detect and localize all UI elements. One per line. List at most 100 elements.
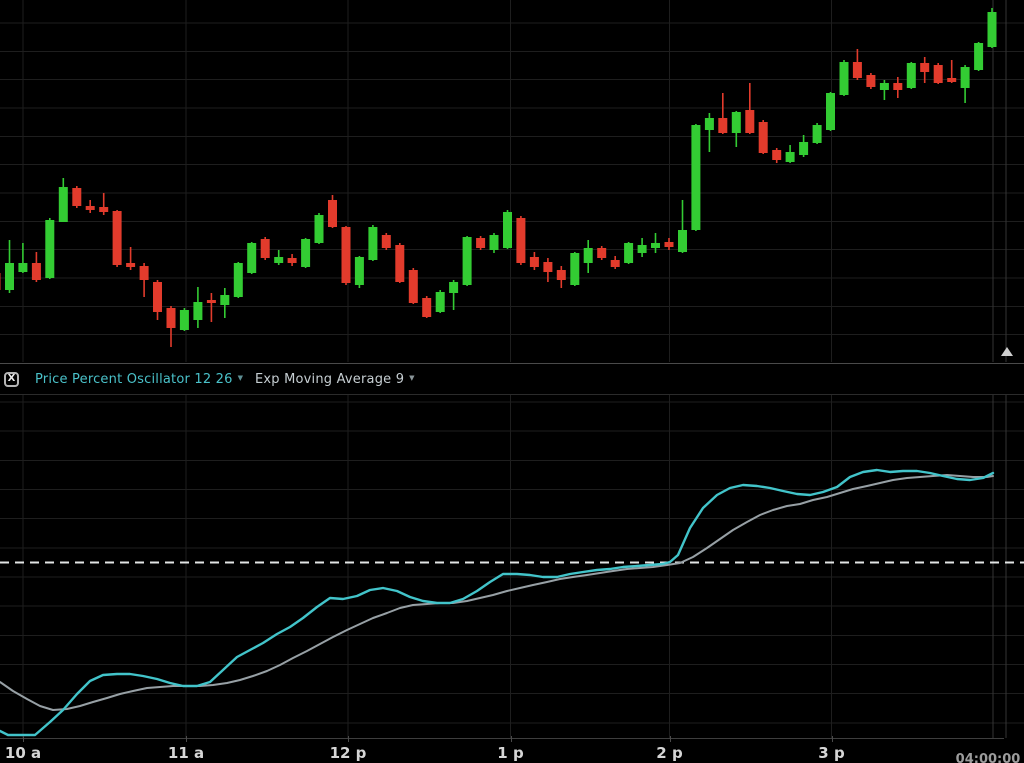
candle-body: [408, 270, 418, 303]
candle-body: [99, 207, 109, 212]
time-axis-tick: [186, 736, 187, 742]
candle-body: [341, 227, 351, 283]
candle-body: [422, 298, 432, 317]
candle-body: [85, 206, 95, 210]
candle-body: [879, 83, 889, 90]
close-indicator-button[interactable]: X: [4, 371, 19, 387]
chevron-down-icon[interactable]: ▼: [237, 374, 243, 382]
panel-resize-arrow-icon[interactable]: [1001, 347, 1013, 356]
candle-body: [112, 211, 122, 265]
candle-body: [193, 302, 203, 320]
candle-body: [745, 110, 755, 133]
candle-body: [664, 242, 674, 247]
candle-body: [678, 230, 687, 252]
candle-body: [933, 65, 943, 83]
ema-indicator-label[interactable]: Exp Moving Average 9: [254, 371, 405, 387]
candle-body: [233, 263, 243, 297]
time-axis-label: 1 p: [497, 744, 524, 762]
candle-body: [866, 75, 876, 87]
candle-body: [435, 292, 445, 312]
candle-body: [126, 263, 136, 267]
candle-body: [960, 67, 970, 88]
time-axis: 04:00:00 10 a 11 a 12 p 1 p 2 p 3 p: [0, 736, 1024, 763]
oscillator-chart-canvas[interactable]: [0, 395, 1024, 738]
signal-line: [0, 474, 994, 711]
price-chart-canvas[interactable]: [0, 0, 1024, 362]
time-axis-label: 10 a: [4, 744, 42, 762]
ppo-line: [0, 468, 995, 737]
candle-body: [206, 300, 216, 303]
time-axis-label: 11 a: [167, 744, 205, 762]
candle-body: [179, 310, 189, 330]
candle-body: [58, 187, 68, 222]
candle-body: [301, 239, 311, 267]
candle-body: [624, 243, 634, 263]
candle-body: [852, 62, 862, 78]
time-axis-edge-label: 04:00:00: [955, 752, 1021, 763]
time-axis-tick: [348, 736, 349, 742]
candle-body: [489, 235, 499, 250]
candle-body: [45, 220, 55, 278]
candle-body: [287, 258, 297, 263]
candle-body: [368, 227, 378, 260]
ppo-indicator-label[interactable]: Price Percent Oscillator 12 26: [35, 371, 233, 387]
candle-body: [758, 122, 768, 153]
candle-body: [381, 235, 391, 248]
time-axis-label: 12 p: [329, 744, 367, 762]
candle-body: [354, 257, 364, 285]
candle-body: [18, 263, 28, 272]
candle-body: [651, 243, 660, 248]
time-axis-tick: [669, 736, 671, 742]
time-axis-tick: [831, 736, 833, 742]
candle-body: [543, 262, 553, 272]
candle-body: [220, 295, 230, 305]
chevron-down-icon[interactable]: ▼: [409, 374, 415, 382]
candle-body: [637, 245, 647, 253]
candle-body: [799, 142, 809, 155]
candle-body: [718, 118, 728, 133]
candle-body: [772, 150, 782, 160]
candle-body: [31, 263, 41, 280]
panel-separator[interactable]: [0, 363, 1024, 364]
candle-body: [529, 257, 539, 267]
candle-body: [516, 218, 526, 263]
candle-body: [449, 282, 459, 293]
time-axis-label: 2 p: [656, 744, 683, 762]
time-axis-tick: [510, 736, 512, 742]
candle-body: [72, 188, 82, 206]
candle-body: [166, 308, 176, 328]
candle-body: [691, 125, 701, 230]
candle-body: [906, 63, 916, 88]
candle-body: [826, 93, 835, 130]
candle-body: [583, 248, 593, 263]
time-axis-tick: [23, 736, 24, 742]
candle-body: [704, 118, 714, 130]
candle-body: [812, 125, 822, 143]
candle-body: [462, 237, 472, 285]
candle-body: [247, 243, 257, 273]
candle-body: [920, 63, 930, 72]
indicator-row-underline: [0, 394, 1024, 395]
candles: [0, 8, 997, 347]
candle-body: [597, 248, 607, 258]
indicator-label-row: X Price Percent Oscillator 12 26 ▼ Exp M…: [0, 364, 1024, 394]
candle-body: [395, 245, 405, 282]
candle-body: [556, 270, 566, 280]
candle-body: [785, 152, 795, 162]
candle-body: [987, 12, 997, 47]
candle-body: [731, 112, 741, 133]
oscillator-gridlines: [0, 395, 1024, 738]
candle-body: [570, 253, 580, 285]
candle-body: [947, 78, 957, 82]
candle-body: [610, 260, 620, 267]
time-axis-label: 3 p: [818, 744, 845, 762]
candle-body: [139, 266, 149, 280]
candle-body: [153, 282, 162, 312]
candle-body: [974, 43, 984, 70]
time-axis-line: [0, 738, 1004, 739]
candle-body: [314, 215, 324, 243]
candle-body: [503, 212, 512, 248]
candle-body: [328, 200, 337, 227]
candle-body: [5, 263, 14, 290]
